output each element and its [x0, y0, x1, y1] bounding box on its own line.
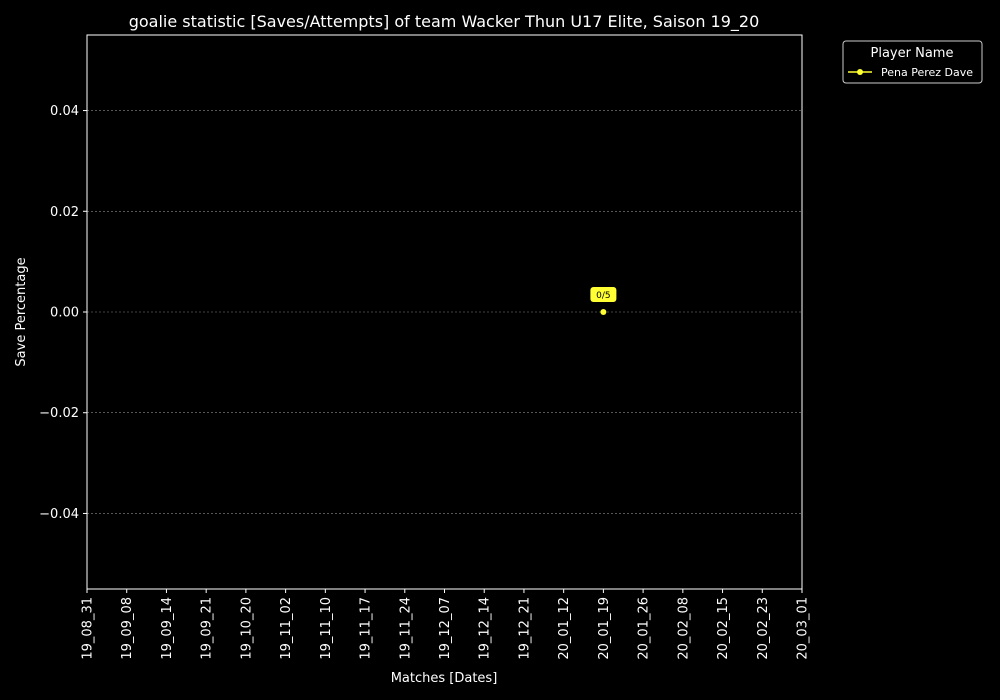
x-tick-label: 19_11_17 [359, 597, 374, 660]
x-tick-label: 20_02_23 [756, 597, 771, 660]
legend-box [842, 40, 983, 84]
legend-title: Player Name [871, 46, 954, 61]
x-tick-label: 20_01_26 [637, 597, 652, 660]
x-axis: 19_08_31 19_09_08 19_09_14 19_09_21 19_10_20… [81, 589, 811, 660]
x-tick-label: 20_01_19 [597, 597, 612, 660]
y-tick-label: −0.04 [39, 507, 79, 522]
y-tick-label: 0.02 [50, 205, 79, 220]
chart-title: goalie statistic [Saves/Attempts] of tea… [129, 12, 760, 32]
x-tick-label: 19_11_02 [279, 597, 294, 660]
legend-entry-label: Pena Perez Dave [881, 66, 973, 79]
series-marks: 0/5 [590, 287, 617, 315]
x-axis-label: Matches [Dates] [391, 671, 498, 686]
y-axis: −0.04 −0.02 0.00 0.02 0.04 [39, 104, 87, 522]
x-tick-label: 19_09_14 [160, 597, 175, 660]
x-tick-label: 19_10_20 [239, 597, 254, 660]
x-tick-label: 19_09_21 [200, 597, 215, 660]
x-tick-label: 19_12_07 [438, 597, 453, 660]
legend: Player Name Pena Perez Dave [842, 40, 983, 84]
y-axis-label: Save Percentage [14, 257, 29, 366]
data-label: 0/5 [596, 291, 610, 301]
y-tick-label: 0.00 [50, 306, 79, 321]
x-tick-label: 19_09_08 [120, 597, 135, 660]
x-tick-label: 19_11_24 [398, 597, 413, 660]
data-point [600, 309, 607, 315]
x-tick-label: 19_08_31 [81, 597, 96, 660]
grid [87, 110, 802, 514]
y-tick-label: −0.02 [39, 406, 79, 421]
x-tick-label: 20_02_15 [716, 597, 731, 660]
x-tick-label: 19_12_14 [478, 597, 493, 660]
y-tick-label: 0.04 [50, 104, 79, 119]
x-tick-label: 20_02_08 [676, 597, 691, 660]
x-tick-label: 19_11_10 [319, 597, 334, 660]
plot-frame [86, 34, 803, 590]
x-tick-label: 20_01_12 [557, 597, 572, 660]
x-tick-label: 19_12_21 [517, 597, 532, 660]
data-label-box [590, 287, 617, 302]
x-tick-label: 20_03_01 [796, 597, 811, 660]
legend-marker-swatch [857, 69, 863, 75]
